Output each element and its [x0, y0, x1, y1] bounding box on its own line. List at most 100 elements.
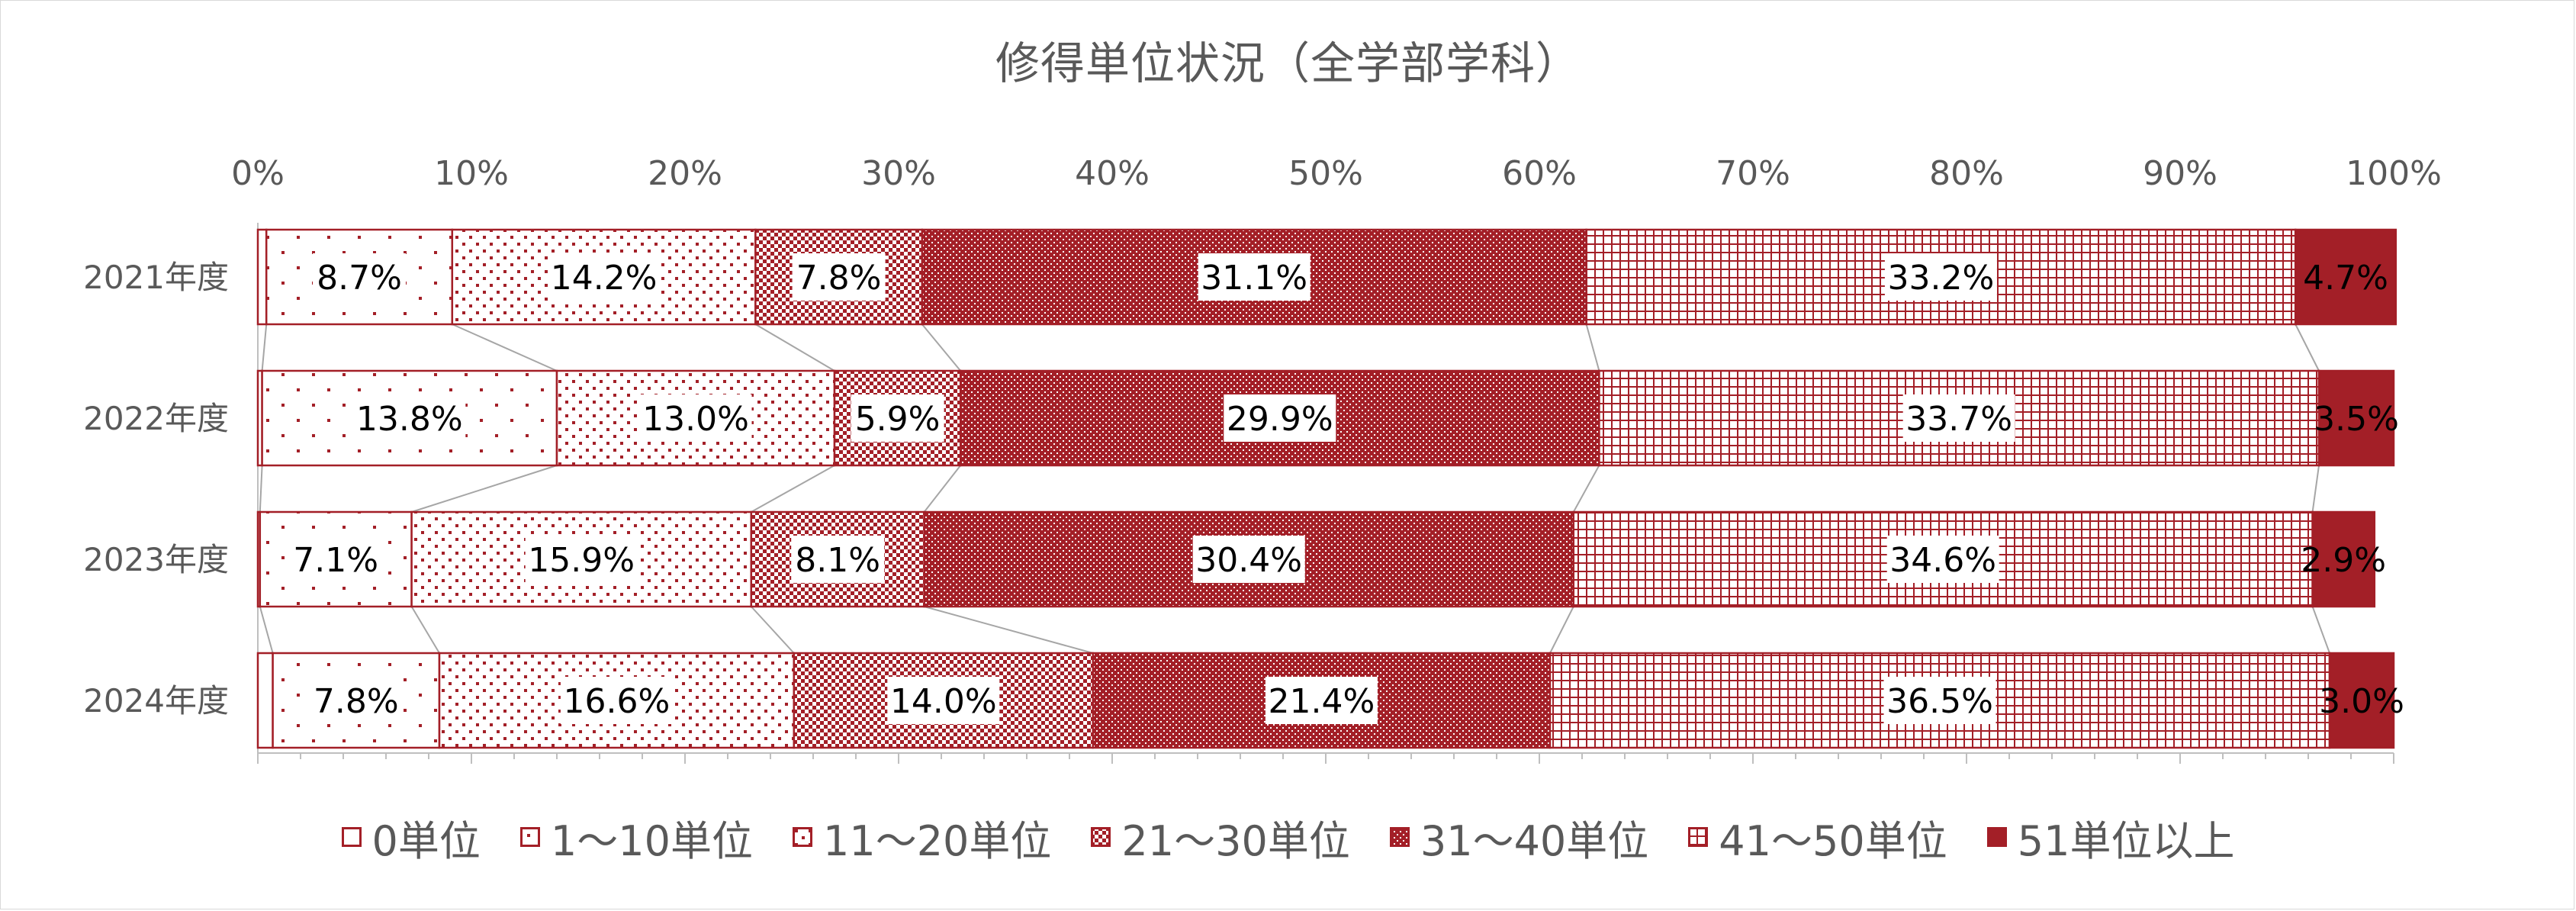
bars	[256, 228, 2398, 749]
x-tick-label: 90%	[2143, 154, 2217, 193]
legend-label: 21～30単位	[1121, 816, 1350, 865]
data-label-background	[1265, 677, 1378, 724]
x-tick-label: 20%	[648, 154, 722, 193]
data-label-background	[313, 253, 406, 301]
legend-item: 21～30単位	[1091, 807, 1350, 868]
category-label: 2024年度	[83, 682, 229, 719]
series-line	[2295, 324, 2320, 372]
data-label: 30.4%	[1195, 541, 1302, 580]
legend-item: 11～20単位	[792, 807, 1052, 868]
series-lines	[259, 324, 2330, 654]
legend-swatch	[1091, 827, 1111, 847]
data-label-background	[353, 394, 466, 442]
series-line	[1549, 606, 1574, 654]
x-tick-label: 30%	[861, 154, 936, 193]
x-tick-label: 70%	[1716, 154, 1790, 193]
data-label-background	[639, 394, 752, 442]
series-line	[1572, 465, 1600, 513]
category-label: 2021年度	[83, 259, 229, 296]
data-label-background	[1198, 253, 1311, 301]
data-label-background	[289, 536, 383, 583]
data-label: 13.0%	[642, 400, 749, 439]
data-label: 15.9%	[528, 541, 635, 580]
series-line	[259, 606, 274, 654]
series-line	[924, 606, 1094, 654]
data-label-background	[1192, 536, 1305, 583]
series-line	[1585, 324, 1600, 372]
data-label: 16.6%	[564, 682, 671, 721]
legend-label: 41～50単位	[1719, 816, 1947, 865]
data-label: 29.9%	[1227, 400, 1333, 439]
data-label-background	[309, 677, 403, 724]
data-label-background	[525, 536, 638, 583]
series-line	[754, 324, 835, 372]
bar-2021-s6	[2294, 228, 2398, 326]
x-tick-label: 10%	[434, 154, 509, 193]
category-label: 2022年度	[83, 400, 229, 437]
data-label: 34.6%	[1889, 541, 1996, 580]
chart-title: 修得単位状況（全学部学科）	[995, 37, 1581, 89]
data-label: 2.9%	[2301, 541, 2386, 580]
legend-label: 1～10単位	[550, 816, 753, 865]
data-label-background	[1886, 536, 1999, 583]
legend-item: 31～40単位	[1389, 807, 1649, 868]
x-tick-label: 60%	[1502, 154, 1577, 193]
data-label: 7.8%	[314, 682, 399, 721]
legend-swatch	[519, 827, 540, 847]
series-line	[261, 324, 268, 372]
data-label: 14.0%	[890, 682, 997, 721]
series-line	[452, 324, 558, 372]
legend-swatch	[1986, 827, 2007, 847]
bar-2024-s0	[256, 652, 274, 749]
data-label: 14.2%	[551, 259, 658, 298]
legend-swatch	[792, 827, 812, 847]
data-label-background	[851, 394, 944, 442]
data-label: 3.0%	[2319, 682, 2404, 721]
legend-item: 0単位	[341, 807, 481, 868]
data-label: 8.1%	[795, 541, 880, 580]
legend: 0単位 1～10単位 11～20単位 21～30単位 31～40単位 41～50単位 51単…	[0, 810, 2576, 865]
legend-swatch	[341, 827, 362, 847]
data-label: 36.5%	[1886, 682, 1993, 721]
data-label: 33.7%	[1905, 400, 2012, 439]
series-line	[751, 465, 835, 513]
x-tick-label: 0%	[231, 154, 285, 193]
legend-label: 11～20単位	[822, 816, 1052, 865]
bar-2024-s6	[2328, 652, 2395, 749]
bar-2022-s6	[2317, 369, 2395, 467]
data-label-background	[548, 253, 661, 301]
data-label: 33.2%	[1888, 259, 1995, 298]
series-line	[923, 465, 961, 513]
x-tick-label: 80%	[1929, 154, 2004, 193]
data-label-background	[792, 253, 886, 301]
data-label: 5.9%	[855, 400, 941, 439]
data-labels: 8.7% 14.2% 7.8% 31.1% 33.2% 4.7% 13.8% 13.0% 5.9…	[289, 253, 2404, 724]
legend-label: 31～40単位	[1420, 816, 1649, 865]
data-label: 3.5%	[2314, 400, 2399, 439]
series-line	[2311, 465, 2320, 513]
series-line	[921, 324, 961, 372]
data-label-background	[560, 677, 673, 724]
legend-swatch	[1688, 827, 1709, 847]
series-line	[259, 465, 263, 513]
legend-label: 0単位	[371, 816, 481, 865]
data-label-background	[1902, 394, 2015, 442]
x-tick-label: 50%	[1288, 154, 1363, 193]
x-tick-label: 40%	[1075, 154, 1150, 193]
bar-2023-s6	[2311, 510, 2376, 608]
data-label: 7.1%	[293, 541, 378, 580]
data-label-background	[1224, 394, 1336, 442]
series-line	[411, 465, 558, 513]
bar-2021-s0	[256, 228, 268, 326]
x-tick-label: 100%	[2346, 154, 2442, 193]
category-label: 2023年度	[83, 541, 229, 578]
legend-swatch	[1389, 827, 1410, 847]
data-label-background	[887, 677, 1000, 724]
data-label-background	[1883, 677, 1996, 724]
data-label-background	[1884, 253, 1997, 301]
legend-item: 51単位以上	[1986, 807, 2234, 868]
data-label: 4.7%	[2303, 259, 2388, 298]
legend-item: 1～10単位	[519, 807, 753, 868]
series-line	[410, 606, 440, 654]
